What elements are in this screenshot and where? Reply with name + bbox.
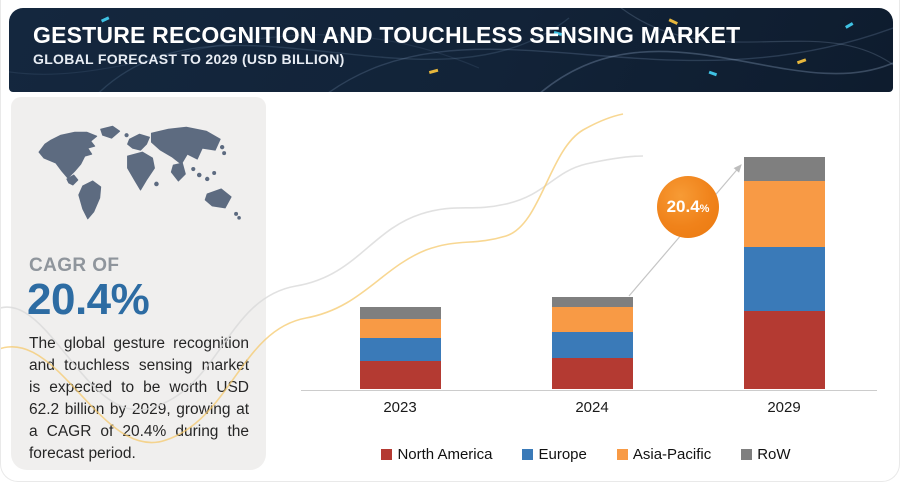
legend-item-row: RoW — [741, 446, 791, 463]
legend-swatch-icon — [741, 449, 753, 460]
bar-2029-segment-asia-pacific — [743, 180, 825, 248]
bar-2024-segment-asia-pacific — [551, 306, 633, 333]
header-network-decoration — [9, 8, 893, 92]
market-summary-text: The global gesture recognition and touch… — [29, 335, 249, 462]
bar-2029-segment-europe — [743, 247, 825, 312]
legend-swatch-icon — [522, 449, 534, 460]
category-label-2029: 2029 — [767, 399, 801, 416]
page-subtitle: Global Forecast to 2029 (USD Billion) — [33, 51, 345, 68]
x-axis-line — [301, 390, 877, 391]
bar-2024 — [551, 296, 633, 389]
legend-label: North America — [397, 446, 493, 463]
bar-2023-segment-asia-pacific — [359, 318, 441, 339]
cagr-badge-value: 20.4 — [666, 197, 700, 216]
bar-2023-segment-row — [359, 307, 441, 319]
legend-label: Asia-Pacific — [632, 446, 712, 463]
cagr-label: CAGR OF — [29, 255, 120, 276]
page-title: Gesture Recognition and Touchless Sensin… — [33, 22, 741, 48]
bar-2023 — [359, 307, 441, 389]
cagr-badge-percent-sign: % — [699, 202, 710, 215]
legend-item-europe: Europe — [522, 446, 587, 463]
category-label-2023: 2023 — [383, 399, 417, 416]
legend-label: RoW — [757, 446, 791, 463]
chart-legend: North America Europe Asia-Pacific RoW — [291, 446, 881, 463]
bar-2023-segment-europe — [359, 338, 441, 362]
legend-label: Europe — [538, 446, 587, 463]
bar-2023-segment-north-america — [359, 361, 441, 389]
legend-swatch-icon — [381, 449, 393, 460]
bar-2024-segment-north-america — [551, 357, 633, 389]
summary-panel: CAGR OF 20.4% The global gesture recogni… — [11, 97, 266, 470]
legend-swatch-icon — [616, 449, 628, 460]
cagr-value: 20.4% — [27, 275, 150, 324]
bar-2029-segment-row — [743, 156, 825, 181]
bar-2024-segment-row — [551, 296, 633, 307]
category-label-2024: 2024 — [575, 399, 609, 416]
header-banner: Gesture Recognition and Touchless Sensin… — [9, 8, 893, 92]
cagr-badge: 20.4% — [657, 176, 719, 238]
bar-2024-segment-europe — [551, 332, 633, 358]
legend-item-asia-pacific: Asia-Pacific — [616, 446, 712, 463]
world-map-icon — [38, 125, 241, 220]
bar-2029 — [743, 156, 825, 389]
legend-item-north-america: North America — [381, 446, 492, 463]
bar-2029-segment-north-america — [743, 311, 825, 389]
